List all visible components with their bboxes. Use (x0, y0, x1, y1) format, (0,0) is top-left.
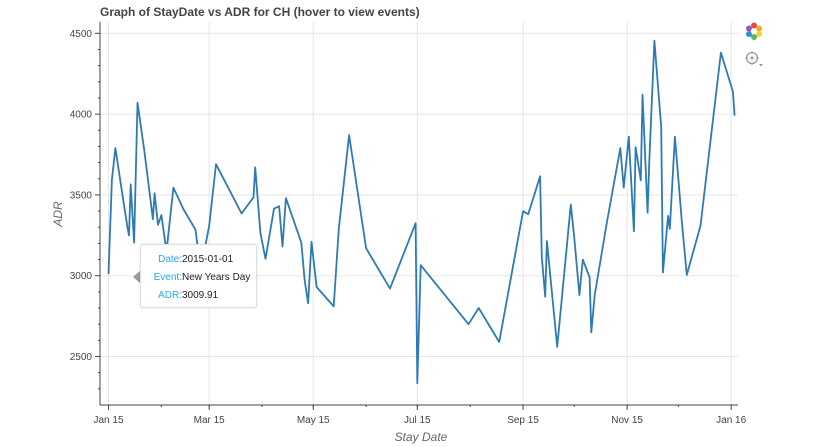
tooltip-adr-value: 3009.91 (182, 290, 219, 301)
x-tick-label: Jan 15 (94, 415, 124, 426)
y-tick-label: 3000 (70, 271, 93, 282)
tooltip-date-key: Date: (158, 254, 182, 265)
hover-tool-icon[interactable] (744, 48, 764, 70)
tooltip-adr-key: ADR: (158, 290, 182, 301)
y-tick-label: 4000 (70, 110, 93, 121)
x-grid (108, 22, 732, 405)
x-tick-label: Mar 15 (194, 415, 226, 426)
axes: 2500 3000 3500 4000 4500 Jan 15 Mar 15 May 15 Ju… (70, 22, 747, 426)
y-tick-label: 2500 (70, 352, 93, 363)
x-tick-label: Sep 15 (507, 415, 539, 426)
tooltip-date-value: 2015-01-01 (182, 254, 234, 265)
tooltip-row-event: Event:New Years Day (149, 269, 251, 287)
bokeh-logo-icon[interactable] (744, 20, 764, 42)
chart-title: Graph of StayDate vs ADR for CH (hover t… (100, 5, 420, 19)
x-tick-label: Jul 15 (404, 415, 431, 426)
hover-tooltip: Date:2015-01-01 Event:New Years Day ADR:… (140, 244, 257, 308)
tooltip-row-adr: ADR:3009.91 (149, 287, 248, 305)
tooltip-arrow (133, 271, 140, 283)
tooltip-event-value: New Years Day (182, 272, 251, 283)
series-group[interactable] (107, 39, 736, 385)
y-tick-label: 3500 (70, 190, 93, 201)
y-axis-label: ADR (51, 201, 65, 228)
y-tick-label: 4500 (70, 29, 93, 40)
series-line[interactable] (107, 39, 736, 385)
axis-labels: ADR Stay Date (51, 201, 448, 444)
x-tick-label: Nov 15 (611, 415, 643, 426)
tooltip-row-date: Date:2015-01-01 (149, 251, 248, 269)
chart-toolbar (744, 20, 766, 76)
tooltip-event-key: Event: (153, 272, 182, 283)
x-tick-label: May 15 (297, 415, 330, 426)
x-tick-label: Jan 16 (716, 415, 746, 426)
x-axis-label: Stay Date (395, 430, 448, 444)
